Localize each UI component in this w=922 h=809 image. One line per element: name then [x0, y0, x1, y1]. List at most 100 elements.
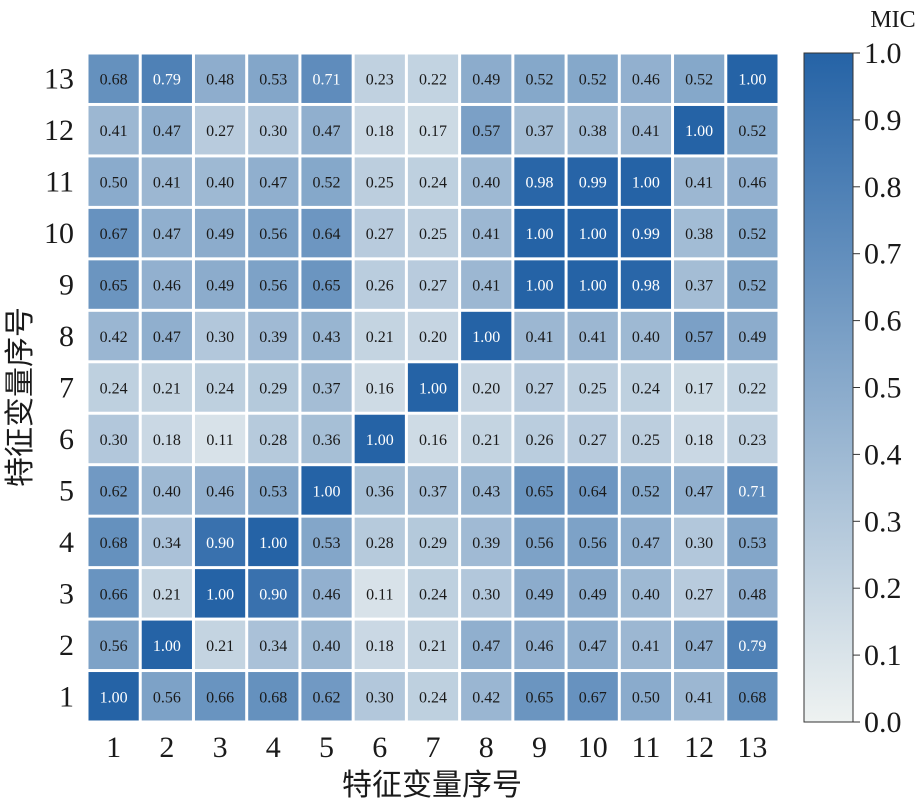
cell-value-label: 0.56 — [525, 535, 553, 552]
y-tick-label: 13 — [44, 63, 74, 96]
cell-value-label: 0.48 — [738, 586, 766, 603]
heatmap-cell — [194, 105, 246, 155]
y-tick-label: 7 — [59, 372, 74, 405]
cell-value-label: 0.17 — [419, 123, 447, 140]
cell-value-label: 0.41 — [100, 123, 128, 140]
heatmap-cell — [88, 208, 139, 258]
heatmap-cell — [141, 54, 192, 103]
heatmap-cell — [407, 363, 459, 412]
cell-value-label: 0.52 — [525, 72, 553, 89]
cell-value-label: 0.64 — [579, 483, 607, 500]
heatmap-cell — [620, 157, 672, 206]
heatmap-cell — [354, 569, 405, 618]
cell-value-label: 0.30 — [206, 329, 234, 346]
cell-value-label: 1.00 — [206, 586, 234, 603]
heatmap-cell — [674, 260, 725, 309]
heatmap-cell — [620, 260, 672, 309]
heatmap-cell — [88, 311, 139, 361]
heatmap-cell — [301, 157, 352, 206]
heatmap-cell — [727, 208, 778, 258]
heatmap-cell — [88, 260, 139, 309]
colorbar-tick-label: 0.4 — [864, 438, 902, 471]
y-tick-label: 2 — [59, 629, 74, 662]
cell-value-label: 0.11 — [366, 586, 393, 603]
cell-value-label: 0.27 — [366, 226, 394, 243]
heatmap-cell — [141, 672, 192, 721]
heatmap-cell — [354, 517, 405, 567]
cell-value-label: 0.52 — [632, 483, 660, 500]
cell-value-label: 0.40 — [206, 175, 234, 192]
heatmap-cell — [301, 517, 352, 567]
x-tick-label: 1 — [106, 731, 121, 764]
heatmap-cell — [727, 157, 778, 206]
heatmap-cell — [248, 105, 299, 155]
cell-value-label: 0.30 — [366, 689, 394, 706]
cell-value-label: 0.18 — [153, 432, 181, 449]
cell-value-label: 0.98 — [525, 175, 553, 192]
cell-value-label: 0.46 — [738, 175, 766, 192]
cell-value-label: 0.38 — [579, 123, 607, 140]
heatmap-cell — [407, 466, 459, 515]
cell-value-label: 0.37 — [685, 278, 713, 295]
heatmap-cell — [407, 105, 459, 155]
heatmap-cell — [141, 466, 192, 515]
heatmap-cell — [354, 54, 405, 103]
colorbar-tick-label: 0.3 — [864, 505, 902, 538]
cell-value-label: 0.56 — [259, 278, 287, 295]
heatmap-cell — [727, 414, 778, 464]
cell-value-label: 0.50 — [632, 689, 660, 706]
cell-value-label: 0.47 — [632, 535, 660, 552]
heatmap-cell — [141, 208, 192, 258]
colorbar-tick-label: 0.2 — [864, 572, 902, 605]
cell-value-label: 0.36 — [313, 432, 341, 449]
cell-value-label: 0.47 — [579, 638, 607, 655]
colorbar-title: MIC — [870, 7, 915, 33]
cell-value-label: 0.27 — [525, 381, 553, 398]
heatmap-cell — [301, 672, 352, 721]
heatmap-cell — [674, 620, 725, 670]
cell-value-label: 0.30 — [259, 123, 287, 140]
heatmap-cell — [407, 414, 459, 464]
x-axis-ticks: 1 2 3 4 5 6 7 8 9 10 11 12 13 — [106, 731, 767, 764]
heatmap-cell — [88, 105, 139, 155]
cell-value-label: 0.41 — [525, 329, 553, 346]
cell-value-label: 0.68 — [100, 72, 128, 89]
cell-value-label: 0.37 — [525, 123, 553, 140]
heatmap-cell — [727, 54, 778, 103]
cell-value-label: 0.29 — [419, 535, 447, 552]
heatmap-cell — [727, 105, 778, 155]
cell-value-label: 0.50 — [100, 175, 128, 192]
cell-value-label: 0.40 — [153, 483, 181, 500]
heatmap-cell — [407, 672, 459, 721]
heatmap-cell — [248, 311, 299, 361]
cell-value-label: 0.24 — [206, 381, 234, 398]
cell-value-label: 0.25 — [419, 226, 447, 243]
cell-value-label: 0.48 — [206, 72, 234, 89]
heatmap-cell — [194, 363, 246, 412]
cell-value-label: 0.49 — [579, 586, 607, 603]
cell-value-label: 0.37 — [313, 381, 341, 398]
heatmap-cell — [461, 260, 512, 309]
heatmap-cell — [620, 54, 672, 103]
heatmap-cell — [88, 363, 139, 412]
cell-value-label: 0.47 — [472, 638, 500, 655]
heatmap-cell — [248, 672, 299, 721]
cell-value-label: 0.16 — [366, 381, 394, 398]
heatmap-cell — [567, 311, 618, 361]
heatmap-cell — [620, 105, 672, 155]
cell-value-label: 0.39 — [259, 329, 287, 346]
heatmap-cell — [354, 466, 405, 515]
cell-value-label: 0.34 — [153, 535, 181, 552]
heatmap-cell — [674, 208, 725, 258]
cell-value-label: 0.57 — [685, 329, 713, 346]
heatmap-cell — [567, 105, 618, 155]
heatmap-cell — [301, 569, 352, 618]
cell-value-label: 0.46 — [525, 638, 553, 655]
cell-value-label: 0.65 — [100, 278, 128, 295]
heatmap-cell — [514, 311, 565, 361]
cell-value-label: 0.46 — [153, 278, 181, 295]
heatmap-cell — [567, 208, 618, 258]
heatmap-cell — [461, 466, 512, 515]
cell-value-label: 0.56 — [579, 535, 607, 552]
